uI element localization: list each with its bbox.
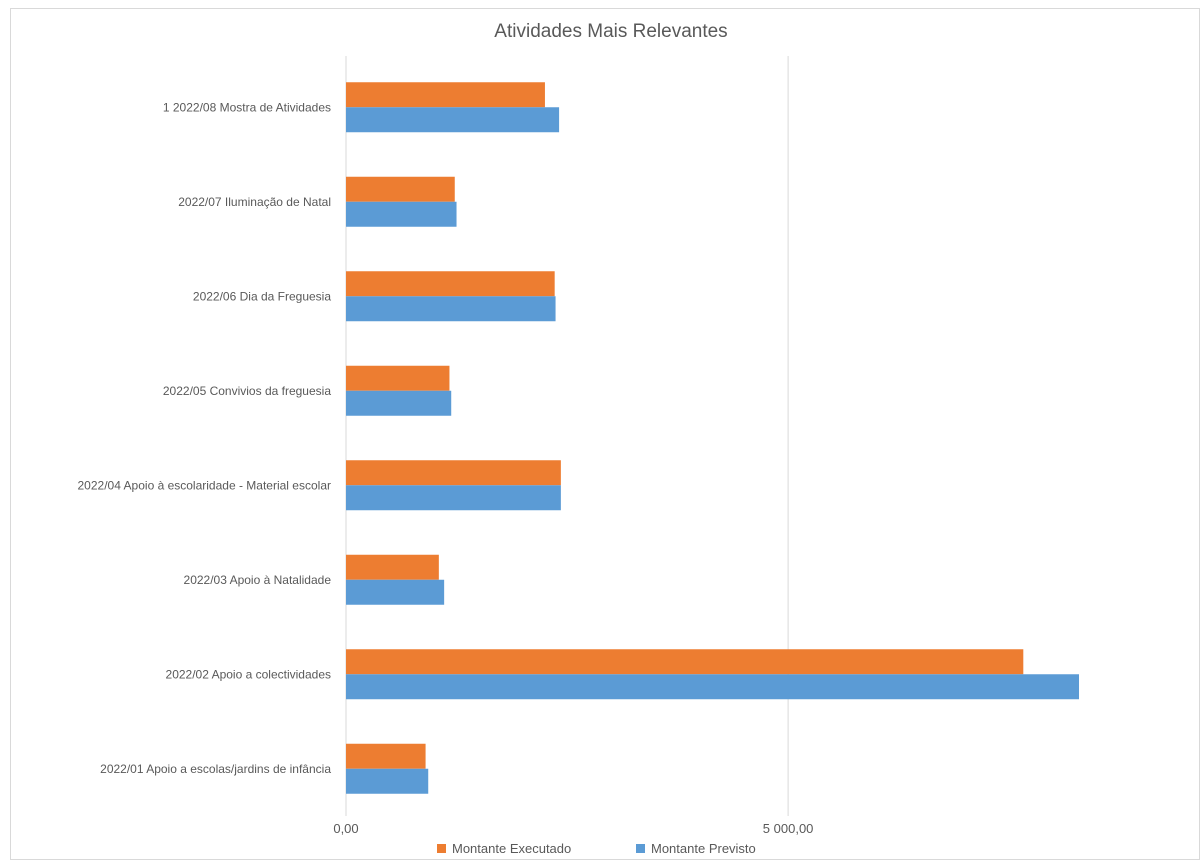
bars xyxy=(346,82,1080,794)
category-label: 2022/07 Iluminação de Natal xyxy=(178,195,331,209)
bar-executado-5 xyxy=(346,554,439,580)
bar-executado-2 xyxy=(346,271,555,297)
chart-title: Atividades Mais Relevantes xyxy=(494,21,727,42)
legend-swatch-0 xyxy=(437,844,446,853)
category-label: 2022/02 Apoio a colectividades xyxy=(166,667,331,681)
bar-previsto-3 xyxy=(346,390,452,416)
bar-executado-6 xyxy=(346,649,1024,675)
legend-label-0: Montante Executado xyxy=(452,841,571,856)
category-label: 2022/01 Apoio a escolas/jardins de infân… xyxy=(100,762,331,776)
chart-frame xyxy=(10,8,1200,860)
bar-previsto-2 xyxy=(346,296,556,322)
legend: Montante Executado Montante Previsto xyxy=(437,841,756,856)
tick-label: 0,00 xyxy=(333,821,358,836)
bar-previsto-7 xyxy=(346,768,429,794)
category-label: 2022/05 Convivios da freguesia xyxy=(163,384,331,398)
bar-previsto-6 xyxy=(346,674,1080,700)
category-label: 1 2022/08 Mostra de Atividades xyxy=(163,100,331,114)
category-label: 2022/03 Apoio à Natalidade xyxy=(184,573,332,587)
bar-previsto-0 xyxy=(346,107,560,133)
bar-executado-7 xyxy=(346,743,426,769)
category-labels: 1 2022/08 Mostra de Atividades 2022/07 Il… xyxy=(78,100,332,776)
bar-executado-4 xyxy=(346,460,561,486)
gridlines xyxy=(345,56,789,816)
bar-previsto-4 xyxy=(346,485,561,511)
legend-label-1: Montante Previsto xyxy=(651,841,756,856)
bar-executado-3 xyxy=(346,365,450,391)
bar-executado-1 xyxy=(346,176,455,202)
bar-previsto-5 xyxy=(346,579,445,605)
bar-previsto-1 xyxy=(346,201,457,227)
category-label: 2022/04 Apoio à escolaridade - Material … xyxy=(78,478,332,492)
bar-executado-0 xyxy=(346,82,545,108)
legend-swatch-1 xyxy=(636,844,645,853)
category-label: 2022/06 Dia da Freguesia xyxy=(193,289,331,303)
tick-label: 5 000,00 xyxy=(763,821,814,836)
tick-labels: 0,00 5 000,00 xyxy=(333,821,813,836)
